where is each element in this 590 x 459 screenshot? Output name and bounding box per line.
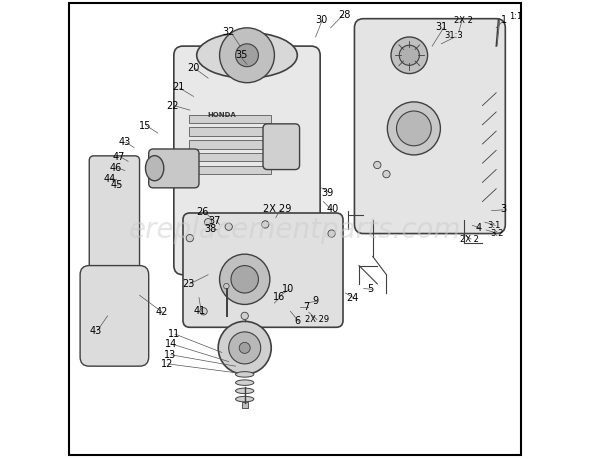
Text: 20: 20 — [187, 62, 199, 73]
Circle shape — [328, 230, 335, 238]
FancyBboxPatch shape — [149, 150, 199, 189]
Bar — [189, 167, 271, 175]
FancyBboxPatch shape — [174, 47, 320, 275]
Text: 31: 31 — [435, 22, 447, 32]
Text: 2X 2: 2X 2 — [454, 16, 473, 25]
FancyBboxPatch shape — [183, 213, 343, 328]
Text: 23: 23 — [183, 278, 195, 288]
Text: 28: 28 — [338, 10, 350, 20]
Circle shape — [219, 29, 274, 84]
Bar — [189, 154, 271, 162]
FancyBboxPatch shape — [355, 20, 505, 234]
Text: 14: 14 — [165, 339, 178, 348]
Circle shape — [219, 255, 270, 305]
Text: 1:1: 1:1 — [509, 11, 523, 21]
FancyBboxPatch shape — [89, 157, 140, 302]
Text: 3:2: 3:2 — [490, 229, 504, 238]
Bar — [189, 141, 271, 149]
Text: 38: 38 — [204, 224, 217, 234]
Circle shape — [229, 332, 261, 364]
Text: 5: 5 — [368, 284, 373, 294]
Circle shape — [241, 313, 248, 320]
Text: 42: 42 — [155, 307, 168, 317]
Text: 2X 29: 2X 29 — [264, 204, 292, 214]
Text: 11: 11 — [168, 329, 181, 338]
Ellipse shape — [146, 156, 164, 181]
Text: 26: 26 — [196, 206, 209, 216]
Circle shape — [186, 235, 194, 242]
Text: 32: 32 — [222, 28, 235, 37]
Ellipse shape — [235, 372, 254, 377]
Text: 9: 9 — [313, 296, 319, 306]
Ellipse shape — [235, 380, 254, 386]
Circle shape — [388, 103, 440, 156]
Text: 35: 35 — [235, 50, 247, 60]
Text: ereplacementparts.com: ereplacementparts.com — [129, 216, 461, 243]
Text: 46: 46 — [110, 162, 122, 173]
Text: 44: 44 — [104, 174, 116, 184]
Circle shape — [396, 112, 431, 146]
FancyBboxPatch shape — [263, 124, 300, 170]
Text: 31:3: 31:3 — [445, 31, 464, 40]
Circle shape — [383, 171, 390, 179]
Text: 21: 21 — [172, 82, 184, 92]
Text: 3:1: 3:1 — [487, 220, 500, 230]
Text: 16: 16 — [273, 291, 285, 301]
Text: 43: 43 — [90, 325, 102, 335]
Text: 6: 6 — [294, 316, 300, 326]
Text: 45: 45 — [110, 180, 123, 190]
Circle shape — [239, 343, 250, 353]
Text: 4: 4 — [476, 222, 482, 232]
Text: 12: 12 — [161, 358, 173, 368]
Text: 15: 15 — [139, 121, 151, 130]
Circle shape — [231, 266, 258, 293]
Text: 1: 1 — [502, 15, 507, 25]
Text: 30: 30 — [316, 15, 327, 25]
Text: 2X 2: 2X 2 — [460, 234, 479, 243]
Circle shape — [200, 308, 207, 315]
Circle shape — [235, 45, 258, 67]
Circle shape — [373, 162, 381, 169]
Text: 13: 13 — [163, 349, 176, 359]
Text: 39: 39 — [322, 187, 334, 197]
Ellipse shape — [235, 388, 254, 394]
Text: 40: 40 — [326, 204, 339, 214]
Ellipse shape — [235, 397, 254, 402]
Circle shape — [218, 322, 271, 375]
Circle shape — [205, 219, 212, 226]
Text: 37: 37 — [209, 215, 221, 225]
Text: 2X 29: 2X 29 — [305, 314, 329, 323]
Text: 10: 10 — [282, 284, 294, 294]
Circle shape — [399, 46, 419, 66]
Circle shape — [261, 221, 269, 229]
FancyBboxPatch shape — [80, 266, 149, 366]
Text: 7: 7 — [303, 301, 310, 311]
Text: 22: 22 — [166, 101, 179, 111]
Circle shape — [391, 38, 428, 74]
Text: 41: 41 — [194, 306, 206, 316]
Circle shape — [224, 284, 229, 289]
Text: 24: 24 — [346, 292, 358, 302]
Bar — [189, 116, 271, 123]
Text: HONDA: HONDA — [208, 112, 236, 118]
Text: 3: 3 — [500, 204, 506, 214]
Ellipse shape — [196, 34, 297, 79]
Bar — [241, 402, 248, 409]
Text: 47: 47 — [113, 151, 125, 162]
Text: 43: 43 — [119, 137, 131, 147]
Circle shape — [225, 224, 232, 231]
Bar — [189, 128, 271, 136]
